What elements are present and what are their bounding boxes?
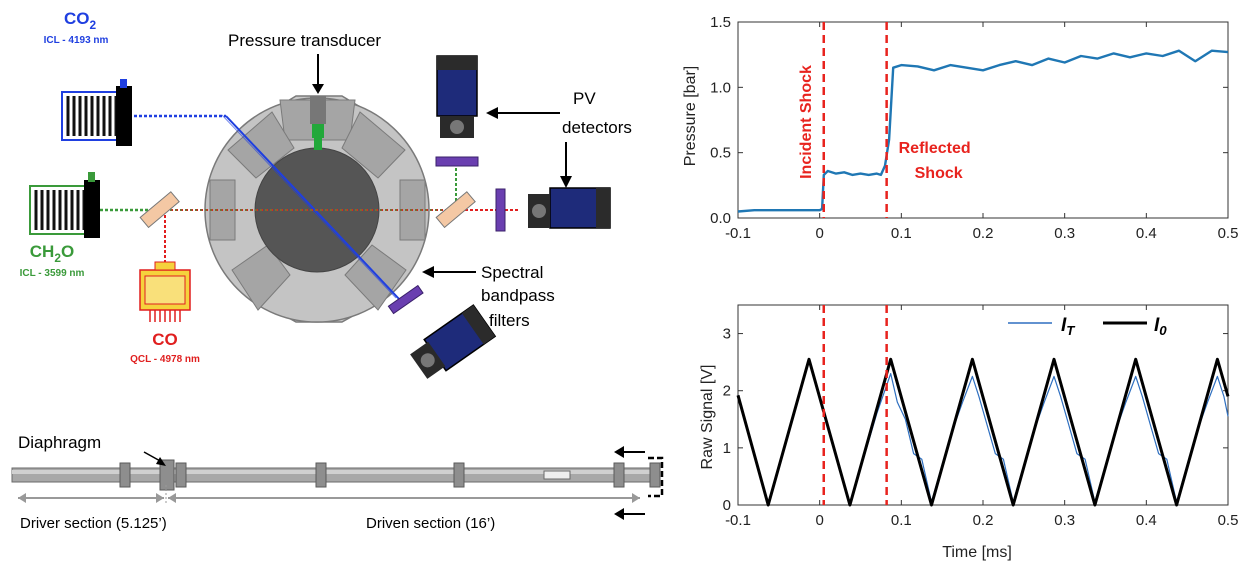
pv-label-line1: PV: [573, 89, 596, 108]
filters-label-line2: bandpass: [481, 286, 555, 305]
ch2o-laser: CH2O ICL - 3599 nm: [20, 172, 100, 279]
detector-bottom: [410, 304, 497, 379]
detector-right: [528, 187, 611, 229]
x-tick-label: -0.1: [725, 225, 751, 242]
x-tick-label: 0: [815, 225, 823, 242]
pv-detectors: [410, 55, 611, 379]
pressure-chart-ylabel: Pressure [bar]: [682, 66, 699, 166]
ch2o-label: CH2O: [30, 242, 74, 265]
co-laser: CO QCL - 4978 nm: [130, 261, 200, 365]
co2-laser-wavelength: ICL - 4193 nm: [44, 35, 109, 46]
legend: IT I0: [1008, 315, 1167, 338]
shock-tube-cross-section: [100, 95, 520, 323]
x-tick-label: -0.1: [725, 512, 751, 529]
raw-signal-chart-xlabel: Time [ms]: [942, 544, 1012, 561]
apparatus-diagram: CO2 ICL - 4193 nm CH2O ICL - 3599 nm CO: [11, 9, 664, 532]
reflected-shock-label-line2: Shock: [915, 165, 963, 182]
y-tick-label: 0.5: [710, 145, 731, 162]
x-tick-label: 0.4: [1136, 512, 1157, 529]
legend-i0-label: I0: [1154, 315, 1167, 338]
co-label: CO: [152, 330, 178, 349]
diaphragm-label: Diaphragm: [18, 433, 101, 452]
filters-label-line3: filters: [489, 311, 530, 330]
y-tick-label: 1.5: [710, 14, 731, 31]
pressure-chart: Pressure [bar] Incident Shock Reflected …: [682, 14, 1238, 242]
filters-label-line1: Spectral: [481, 263, 543, 282]
x-tick-label: 0: [815, 512, 823, 529]
x-tick-label: 0.5: [1218, 225, 1239, 242]
x-tick-label: 0.3: [1054, 225, 1075, 242]
x-tick-label: 0.2: [973, 512, 994, 529]
driven-section-label: Driven section (16’): [366, 515, 495, 532]
co2-laser: CO2 ICL - 4193 nm: [44, 9, 226, 146]
raw-signal-chart: Raw Signal [V] Time [ms] IT I0 -0.1 0 0.1 0…: [699, 304, 1239, 561]
incident-shock-label: Incident Shock: [798, 65, 815, 179]
series-line-0: [737, 358, 1229, 506]
co-laser-wavelength: QCL - 4978 nm: [130, 354, 200, 365]
detector-top: [436, 55, 478, 138]
x-tick-label: 0.1: [891, 512, 912, 529]
legend-it-label: IT: [1061, 315, 1076, 338]
x-tick-label: 0.3: [1054, 512, 1075, 529]
driver-section-label: Driver section (5.125’): [20, 515, 167, 532]
y-tick-label: 2: [723, 383, 731, 400]
y-tick-label: 3: [723, 326, 731, 343]
y-tick-label: 0: [723, 497, 731, 514]
pv-label-line2: detectors: [562, 118, 632, 137]
series-line-1: [736, 357, 1230, 507]
x-tick-label: 0.5: [1218, 512, 1239, 529]
ch2o-laser-wavelength: ICL - 3599 nm: [20, 268, 85, 279]
pressure-transducer-label: Pressure transducer: [228, 31, 381, 50]
y-tick-label: 1.0: [710, 79, 731, 96]
bandpass-filters: [387, 156, 506, 315]
co2-label: CO2: [64, 9, 97, 32]
x-tick-label: 0.4: [1136, 225, 1157, 242]
y-tick-label: 1: [723, 440, 731, 457]
y-tick-label: 0.0: [710, 210, 731, 227]
x-tick-label: 0.1: [891, 225, 912, 242]
raw-signal-chart-ylabel: Raw Signal [V]: [699, 365, 716, 470]
x-tick-label: 0.2: [973, 225, 994, 242]
shock-tube-side-view: Diaphragm Driver section (5.125’) Driven…: [11, 433, 664, 532]
reflected-shock-label-line1: Reflected: [899, 140, 971, 157]
